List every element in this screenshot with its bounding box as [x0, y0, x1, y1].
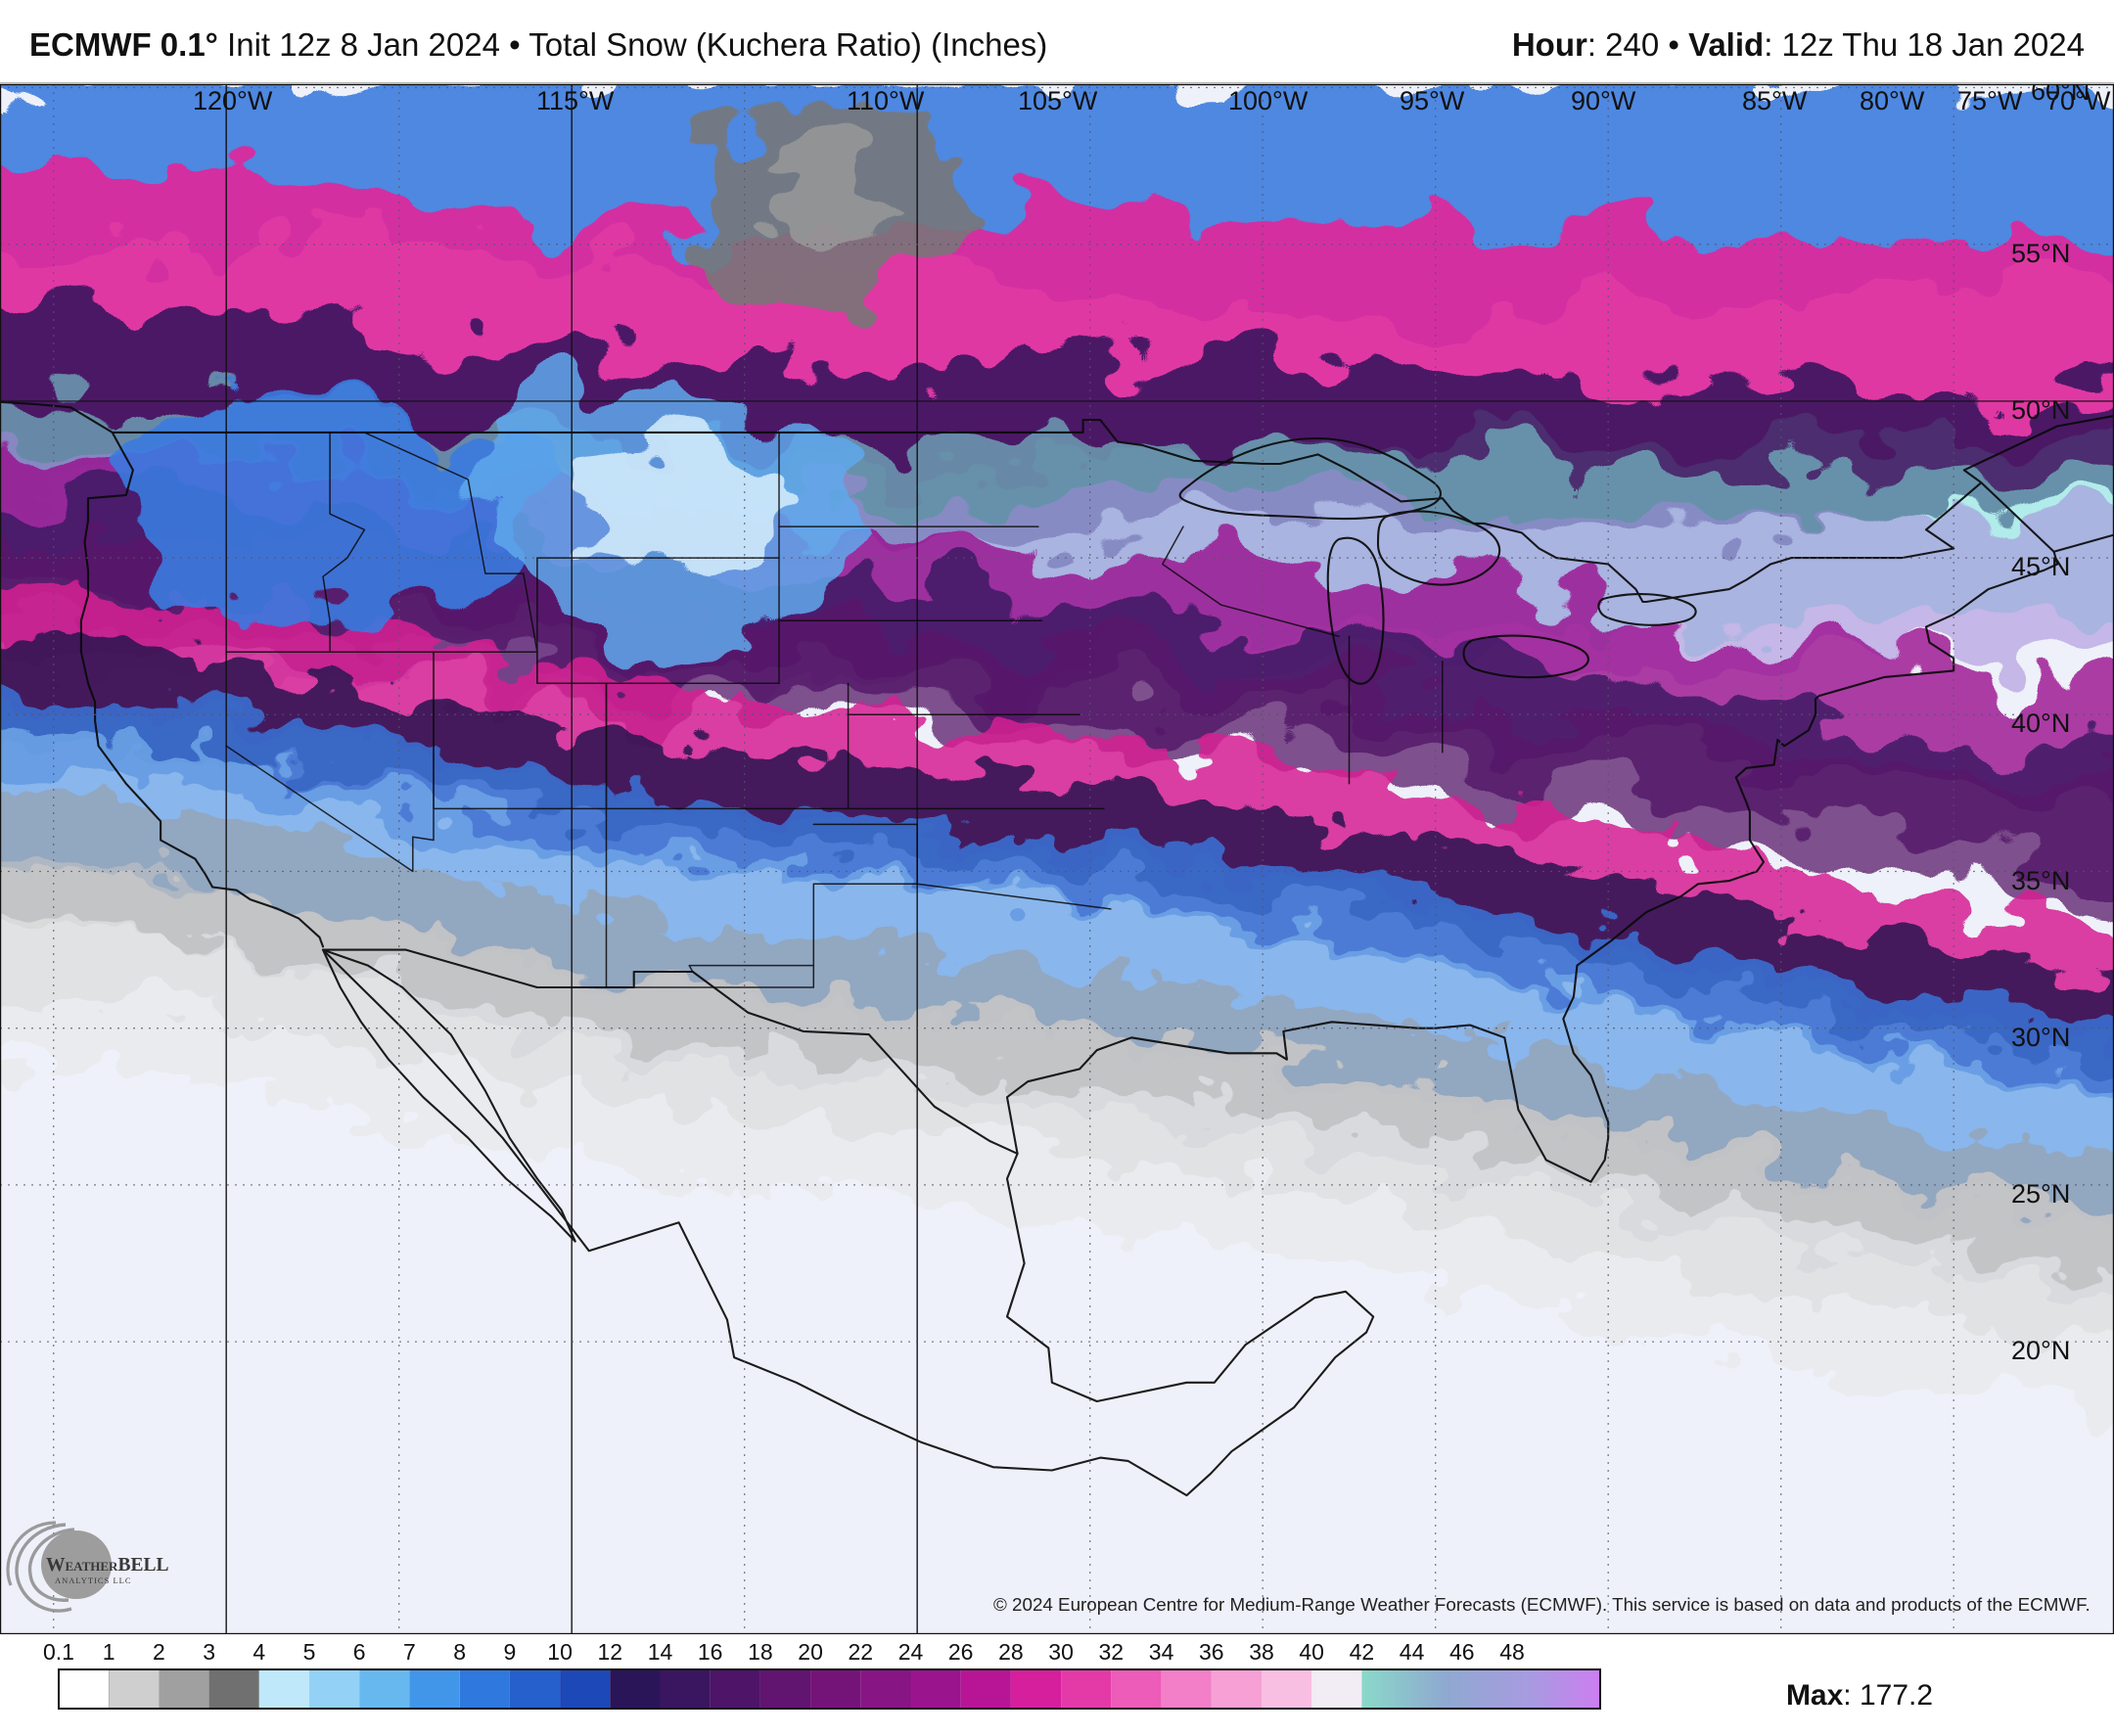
svg-text:WEATHERBELL: WEATHERBELL [46, 1555, 168, 1576]
svg-text:1: 1 [103, 1639, 115, 1665]
svg-text:38: 38 [1249, 1639, 1274, 1665]
svg-text:25°N: 25°N [2011, 1179, 2070, 1209]
svg-text:44: 44 [1400, 1639, 1425, 1665]
svg-text:95°W: 95°W [1400, 86, 1465, 115]
svg-text:45°N: 45°N [2011, 552, 2070, 581]
svg-text:2: 2 [153, 1639, 165, 1665]
svg-text:40: 40 [1299, 1639, 1324, 1665]
svg-text:110°W: 110°W [847, 86, 925, 115]
svg-text:90°W: 90°W [1571, 86, 1636, 115]
svg-text:85°W: 85°W [1742, 86, 1808, 115]
svg-text:26: 26 [948, 1639, 974, 1665]
svg-text:22: 22 [849, 1639, 874, 1665]
svg-text:18: 18 [748, 1639, 773, 1665]
svg-text:32: 32 [1099, 1639, 1125, 1665]
svg-text:105°W: 105°W [1018, 86, 1098, 115]
svg-text:48: 48 [1499, 1639, 1525, 1665]
svg-text:46: 46 [1449, 1639, 1475, 1665]
svg-text:50°N: 50°N [2011, 395, 2070, 425]
svg-text:40°N: 40°N [2011, 708, 2070, 738]
svg-text:20°N: 20°N [2011, 1336, 2070, 1365]
svg-text:34: 34 [1149, 1639, 1174, 1665]
svg-text:55°N: 55°N [2011, 239, 2070, 268]
svg-text:20: 20 [798, 1639, 823, 1665]
svg-text:35°N: 35°N [2011, 866, 2070, 895]
svg-text:10: 10 [547, 1639, 573, 1665]
svg-text:80°W: 80°W [1860, 86, 1925, 115]
svg-text:0.1: 0.1 [43, 1639, 74, 1665]
svg-text:30°N: 30°N [2011, 1023, 2070, 1052]
svg-text:120°W: 120°W [193, 86, 273, 115]
svg-text:3: 3 [203, 1639, 215, 1665]
svg-text:24: 24 [898, 1639, 924, 1665]
svg-text:12: 12 [598, 1639, 623, 1665]
svg-text:30: 30 [1048, 1639, 1074, 1665]
svg-text:42: 42 [1350, 1639, 1375, 1665]
svg-text:16: 16 [698, 1639, 723, 1665]
svg-text:4: 4 [253, 1639, 265, 1665]
svg-text:8: 8 [453, 1639, 466, 1665]
svg-text:Max: 177.2: Max: 177.2 [1786, 1679, 1933, 1712]
svg-text:7: 7 [403, 1639, 416, 1665]
svg-text:36: 36 [1199, 1639, 1224, 1665]
svg-text:28: 28 [998, 1639, 1024, 1665]
svg-text:6: 6 [353, 1639, 366, 1665]
svg-text:ANALYTICS LLC: ANALYTICS LLC [55, 1576, 132, 1585]
svg-text:60°N: 60°N [2031, 84, 2090, 106]
svg-text:9: 9 [504, 1639, 517, 1665]
svg-text:© 2024 European Centre for Med: © 2024 European Centre for Medium-Range … [993, 1594, 2091, 1615]
svg-text:75°W: 75°W [1957, 86, 2023, 115]
svg-text:14: 14 [648, 1639, 673, 1665]
svg-text:100°W: 100°W [1228, 86, 1309, 115]
svg-text:5: 5 [303, 1639, 316, 1665]
svg-text:115°W: 115°W [536, 86, 615, 115]
